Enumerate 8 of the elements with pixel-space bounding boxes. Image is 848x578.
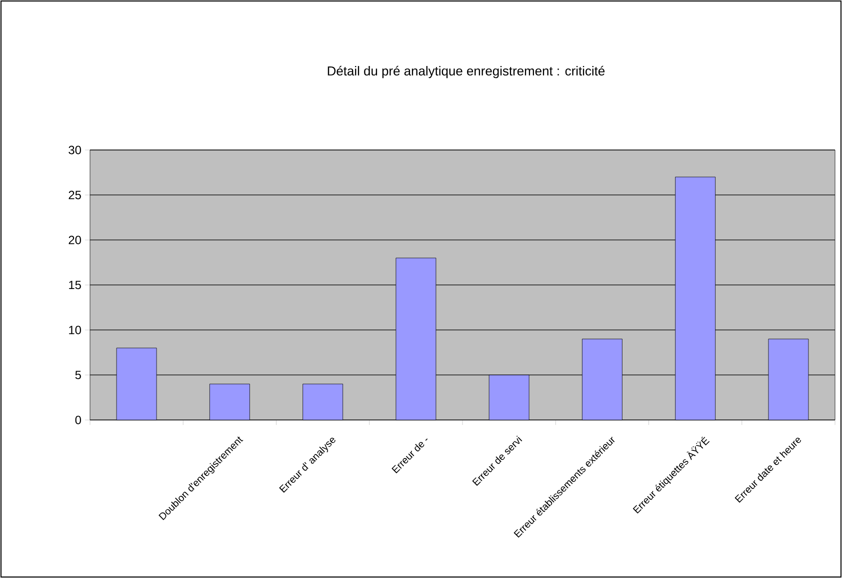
y-tick-label: 10 <box>69 326 82 334</box>
chart-title: Détail du pré analytique enregistrement : criticité <box>328 66 605 78</box>
y-tick-label: 30 <box>68 146 82 154</box>
y-tick-label: 20 <box>68 236 82 244</box>
y-tick-label: 25 <box>68 190 81 200</box>
y-tick-label: 0 <box>75 416 82 424</box>
y-tick-label: 15 <box>69 280 81 290</box>
y-tick-label: 5 <box>75 370 81 380</box>
